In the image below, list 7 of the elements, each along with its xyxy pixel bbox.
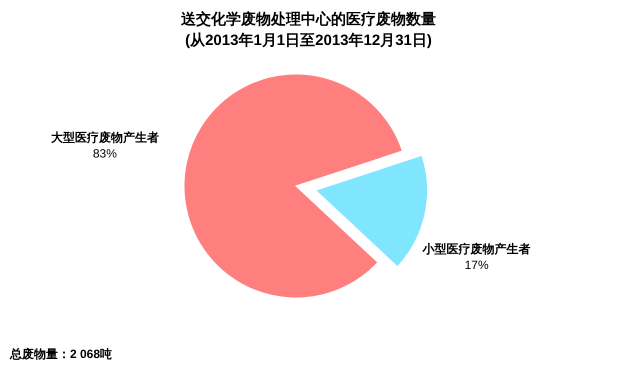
data-label: 17% (464, 258, 489, 272)
slice-label: 小型医疗废物产生者 (422, 242, 531, 256)
chart-title: 送交化学废物处理中心的医疗废物数量 (180, 10, 436, 28)
text: 总废物量：2 068吨 (9, 347, 112, 361)
chart-subtitle: (从2013年1月1日至2013年12月31日) (185, 32, 432, 49)
slice-label: 大型医疗废物产生者 (50, 130, 159, 144)
data-label: 83% (92, 146, 118, 160)
